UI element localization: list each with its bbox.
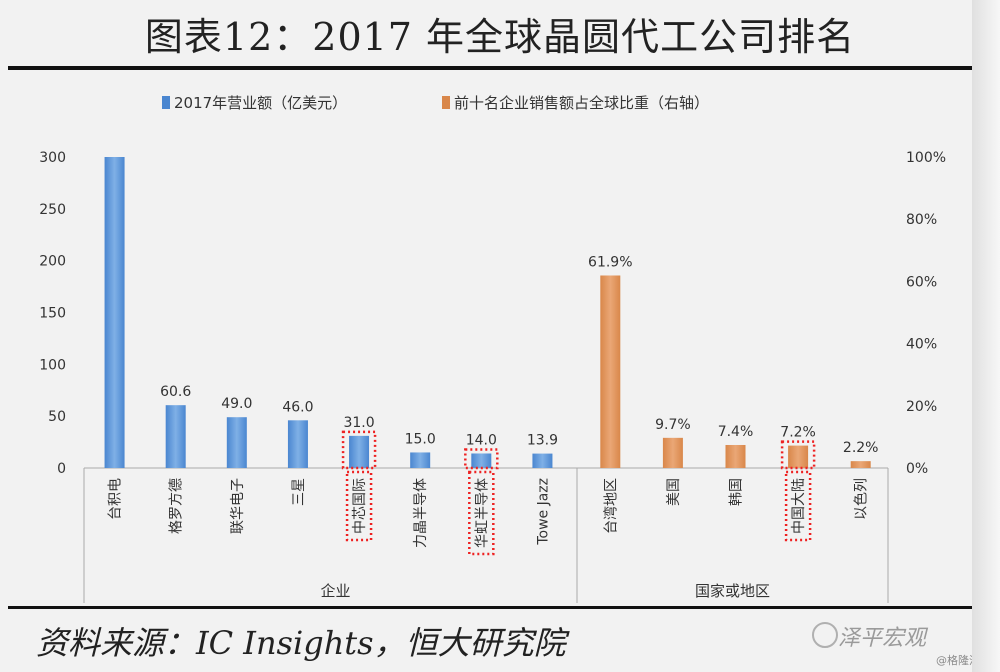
bar-left-7 [532,453,553,468]
category-label: 韩国 [729,478,745,506]
data-label: 60.6 [160,384,191,400]
highlight-box-label [345,470,373,542]
left-axis-tick-label: 300 [39,150,66,166]
right-axis-tick-label: 20% [906,399,937,415]
right-axis-tick-label: 100% [906,150,946,166]
category-label: 三星 [291,478,307,506]
bar-right-2 [725,444,746,468]
right-axis-tick-label: 60% [906,274,937,290]
category-label: 中国大陆 [791,478,807,534]
highlight-box-label [468,470,495,556]
data-label: 31.0 [343,415,374,431]
category-label: 台湾地区 [602,478,619,534]
highlight-box-bar [780,440,816,470]
group-label-companies: 企业 [320,582,350,600]
right-axis-tick-label: 0% [906,461,928,477]
left-axis-tick-label: 200 [39,254,66,270]
left-axis-tick-label: 100 [39,357,66,373]
category-label: 以色列 [853,478,870,520]
bar-left-6 [471,453,492,468]
category-label: 格罗方德 [169,478,185,534]
data-label: 49.0 [221,396,252,412]
legend-swatch-share [442,96,450,109]
data-label: 61.9% [588,254,632,270]
bar-left-5 [410,452,431,468]
category-label: 联华电子 [230,478,246,534]
watermark-brand: 泽平宏观 [838,626,927,651]
category-label: 华虹半导体 [474,478,490,548]
bar-left-1 [165,405,186,468]
data-label: 2.2% [843,440,879,456]
bar-right-0 [600,275,621,468]
left-axis-tick-label: 250 [39,202,66,218]
top-rule [8,66,972,70]
data-label: 13.9 [527,433,558,449]
legend-label-revenue: 2017年营业额（亿美元） [174,94,347,112]
bar-left-2 [226,417,247,468]
bar-right-3 [788,445,809,468]
left-axis-tick-label: 50 [48,409,66,425]
platform-watermark: @格隆汇 [936,654,980,667]
wechat-icon [812,622,838,648]
highlight-box-label [784,470,812,542]
data-label: 9.7% [655,417,691,433]
bar-left-0 [104,157,125,468]
category-label: 台积电 [108,478,124,520]
bar-left-4 [349,435,370,468]
source-note: 资料来源：IC Insights，恒大研究院 [36,624,566,662]
legend-label-share: 前十名企业销售额占全球比重（右轴） [454,94,709,112]
legend-swatch-revenue [162,96,170,109]
bottom-rule [8,606,972,609]
data-label: 14.0 [466,432,497,448]
data-label: 15.0 [405,431,436,447]
highlight-box-bar [341,430,377,470]
left-axis-tick-label: 0 [57,461,66,477]
data-label: 7.4% [718,424,754,440]
bar-right-1 [662,437,683,468]
group-label-regions: 国家或地区 [695,582,770,600]
data-label: 46.0 [282,399,313,415]
category-label: 美国 [666,478,682,506]
left-axis-tick-label: 150 [39,306,66,322]
category-label: Towe Jazz [535,478,551,546]
right-axis-tick-label: 80% [906,212,937,228]
data-label: 7.2% [780,425,816,441]
category-label: 中芯国际 [352,478,368,534]
bar-right-4 [850,461,871,468]
right-axis-tick-label: 40% [906,337,937,353]
figure-title: 图表12：2017 年全球晶圆代工公司排名 [144,15,856,59]
page-edge-shadow [972,0,1000,672]
bar-left-3 [287,420,308,468]
highlight-box-bar [464,448,499,470]
category-label: 力晶半导体 [413,478,429,548]
